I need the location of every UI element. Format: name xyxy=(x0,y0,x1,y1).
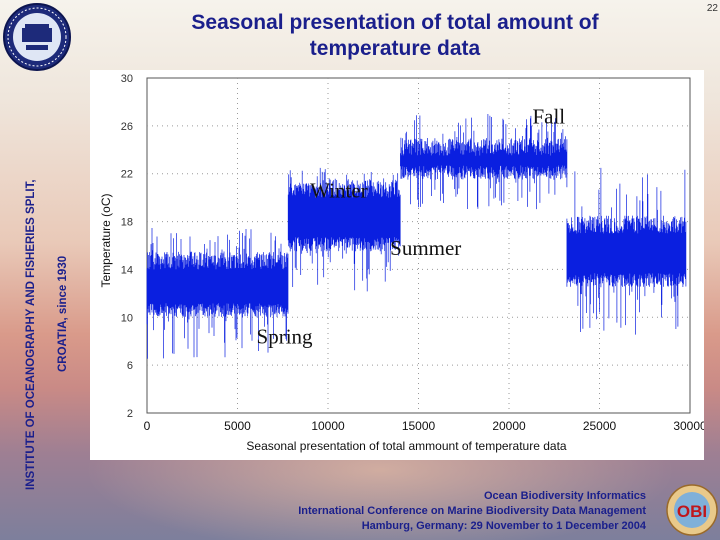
obi-logo: OBI xyxy=(666,484,718,536)
annotation-fall: Fall xyxy=(532,104,565,128)
annotation-spring: Spring xyxy=(257,325,314,349)
series-segment-summer xyxy=(566,167,687,335)
y-tick-label: 10 xyxy=(121,312,133,324)
series-segment-fall xyxy=(400,114,568,210)
footer-line-1: Ocean Biodiversity Informatics xyxy=(484,490,646,502)
y-tick-label: 2 xyxy=(127,408,133,420)
slide-number: 22 xyxy=(706,3,718,14)
annotation-winter: Winter xyxy=(310,179,367,203)
y-tick-label: 30 xyxy=(121,73,133,85)
footer-line-3: Hamburg, Germany: 29 November to 1 Decem… xyxy=(361,520,646,532)
y-tick-label: 22 xyxy=(121,169,133,181)
x-tick-label: 5000 xyxy=(224,419,251,433)
footer: Ocean Biodiversity Informatics Internati… xyxy=(226,489,646,534)
y-tick-label: 18 xyxy=(121,217,133,229)
sidebar-line-1: INSTITUTE OF OCEANOGRAPHY AND FISHERIES … xyxy=(25,179,37,490)
y-tick-label: 26 xyxy=(121,121,133,133)
x-tick-label: 15000 xyxy=(402,419,436,433)
series-segment-spring xyxy=(146,228,289,359)
x-tick-label: 0 xyxy=(144,419,151,433)
y-tick-label: 6 xyxy=(127,360,133,372)
title-line-2: temperature data xyxy=(309,37,481,60)
page-title: Seasonal presentation of total amount of… xyxy=(140,10,650,62)
y-tick-label: 14 xyxy=(121,264,133,276)
x-tick-label: 10000 xyxy=(311,419,345,433)
x-tick-label: 25000 xyxy=(583,419,617,433)
sidebar-institute-text: INSTITUTE OF OCEANOGRAPHY AND FISHERIES … xyxy=(25,179,69,490)
title-line-1: Seasonal presentation of total amount of xyxy=(191,11,599,34)
chart-panel: 2 6 10 14 18 22 26 30 0 5000 10000 15000 20000 25000 3… xyxy=(90,70,707,460)
footer-line-2: International Conference on Marine Biodi… xyxy=(298,505,646,517)
series-segment-winter xyxy=(287,167,401,292)
annotation-summer: Summer xyxy=(390,236,461,260)
y-axis-label: Temperature (oC) xyxy=(99,193,113,287)
obi-logo-text: OBI xyxy=(677,502,707,521)
institute-seal-logo xyxy=(3,3,71,71)
x-axis-label: Seasonal presentation of total ammount o… xyxy=(246,439,567,453)
sidebar-line-2: CROATIA, since 1930 xyxy=(57,256,69,372)
x-tick-label: 30000 xyxy=(673,419,704,433)
x-tick-label: 20000 xyxy=(492,419,526,433)
